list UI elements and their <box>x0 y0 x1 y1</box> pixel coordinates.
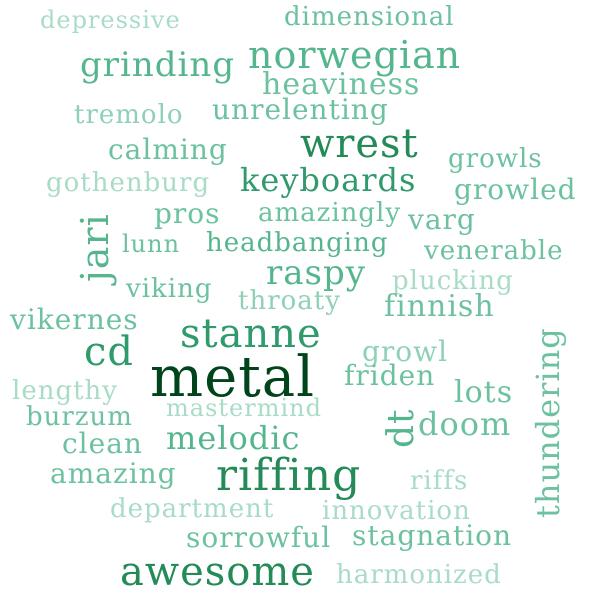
word-depressive: depressive <box>40 6 181 34</box>
word-dt: dt <box>381 408 422 448</box>
word-lunn: lunn <box>122 230 181 258</box>
word-throaty: throaty <box>238 286 341 316</box>
word-thundering: thundering <box>529 327 567 518</box>
word-finnish: finnish <box>384 289 495 324</box>
word-growled: growled <box>454 173 577 206</box>
word-vikernes: vikernes <box>10 303 139 336</box>
word-clean: clean <box>62 427 143 460</box>
word-burzum: burzum <box>26 402 133 432</box>
word-awesome: awesome <box>120 549 315 595</box>
word-raspy: raspy <box>266 253 366 293</box>
word-plucking: plucking <box>392 266 514 296</box>
word-venerable: venerable <box>424 236 564 266</box>
word-metal: metal <box>150 345 316 410</box>
word-melodic: melodic <box>166 419 301 457</box>
word-stagnation: stagnation <box>352 519 513 552</box>
word-growl: growl <box>362 335 449 368</box>
word-tremolo: tremolo <box>74 100 184 130</box>
word-mastermind: mastermind <box>166 394 322 422</box>
word-pros: pros <box>154 197 221 230</box>
word-norwegian: norwegian <box>248 33 462 77</box>
word-heaviness: heaviness <box>262 67 421 102</box>
word-lots: lots <box>454 375 514 410</box>
word-department: department <box>110 494 275 524</box>
word-amazingly: amazingly <box>258 198 402 228</box>
word-amazing: amazing <box>50 457 177 490</box>
word-calming: calming <box>108 133 228 166</box>
word-jari: jari <box>73 213 117 282</box>
word-sorrowful: sorrowful <box>186 521 332 554</box>
word-growls: growls <box>448 144 543 174</box>
word-riffs: riffs <box>410 466 469 496</box>
word-lengthy: lengthy <box>12 376 118 406</box>
word-headbanging: headbanging <box>206 228 389 258</box>
word-grinding: grinding <box>80 45 236 85</box>
word-doom: doom <box>418 405 512 443</box>
word-unrelenting: unrelenting <box>212 93 389 126</box>
word-keyboards: keyboards <box>240 161 417 199</box>
word-varg: varg <box>408 203 476 236</box>
word-wrest: wrest <box>300 121 419 167</box>
word-innovation: innovation <box>322 496 471 526</box>
word-riffing: riffing <box>216 450 362 501</box>
word-harmonized: harmonized <box>336 560 502 590</box>
word-dimensional: dimensional <box>284 2 455 32</box>
word-friden: friden <box>344 359 436 392</box>
word-cd: cd <box>84 329 135 375</box>
word-gothenburg: gothenburg <box>46 168 211 198</box>
word-viking: viking <box>126 274 213 304</box>
word-stanne: stanne <box>180 311 322 357</box>
